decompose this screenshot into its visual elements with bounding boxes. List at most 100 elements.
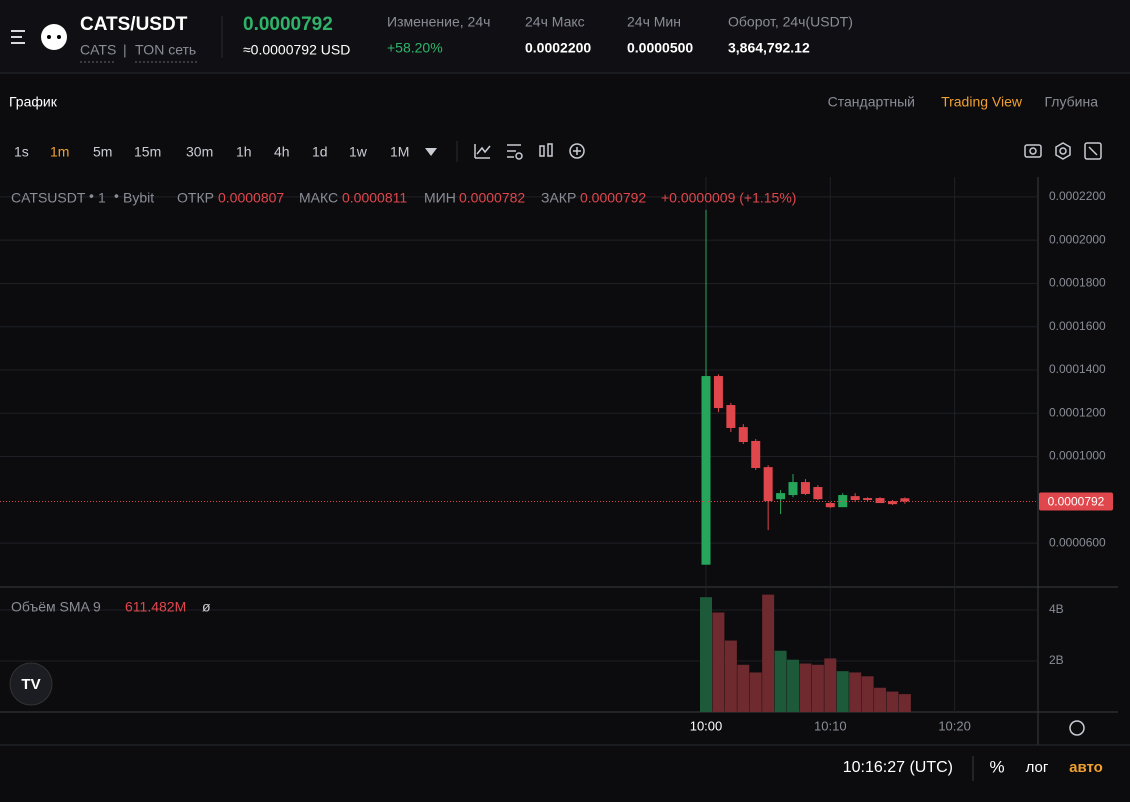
candle-body xyxy=(701,376,711,565)
svg-text:TV: TV xyxy=(21,676,40,693)
legend-change: +0.0000009 (+1.15%) xyxy=(661,190,796,206)
stat-value: +58.20% xyxy=(387,40,443,56)
y-tick-label: 0.0001600 xyxy=(1049,319,1106,333)
y-tick-label: 0.0001200 xyxy=(1049,405,1106,419)
menu-icon[interactable] xyxy=(11,30,25,44)
interval-tab[interactable]: 1s xyxy=(14,144,29,160)
volume-bar xyxy=(811,664,824,712)
legend-symbol: CATSUSDT xyxy=(11,190,86,206)
legend-low: 0.0000782 xyxy=(459,190,525,206)
interval-tab[interactable]: 4h xyxy=(274,144,290,160)
legend-open-label: ОТКР xyxy=(177,190,214,206)
volume-bar xyxy=(724,640,737,712)
candle-body xyxy=(738,427,748,443)
legend-dot: • xyxy=(89,188,94,204)
y-tick-label: 0.0001000 xyxy=(1049,449,1106,463)
volume-bar xyxy=(898,694,911,712)
last-price-tag xyxy=(1039,492,1113,511)
stat-value: 0.0002200 xyxy=(525,40,591,56)
volume-tick-label: 2B xyxy=(1049,653,1064,667)
volume-name: Объём SMA 9 xyxy=(11,599,101,615)
last-price-label: 0.0000792 xyxy=(1048,495,1105,509)
pair: CATS/USDT xyxy=(80,14,188,35)
volume-bar xyxy=(861,676,874,712)
volume-sym: ø xyxy=(202,599,211,615)
view-tab[interactable]: Trading View xyxy=(941,94,1023,110)
volume-bar xyxy=(787,659,800,712)
volume-bar xyxy=(762,594,775,712)
chart-tab[interactable]: График xyxy=(9,94,58,110)
stat-value: 0.0000500 xyxy=(627,40,693,56)
volume-bar xyxy=(886,691,899,712)
legend-exchange: Bybit xyxy=(123,190,154,206)
legend-close: 0.0000792 xyxy=(580,190,646,206)
interval-tab[interactable]: 5m xyxy=(93,144,112,160)
legend-high: 0.0000811 xyxy=(342,190,407,206)
volume-bar xyxy=(774,650,787,712)
stat-label: 24ч Макс xyxy=(525,14,585,30)
network[interactable]: TON сеть xyxy=(135,42,196,58)
log-toggle[interactable]: лог xyxy=(1026,759,1049,776)
volume-bar xyxy=(712,612,725,712)
legend-high-label: МАКС xyxy=(299,190,338,206)
stat-label: 24ч Мин xyxy=(627,14,681,30)
last-price: 0.0000792 xyxy=(243,14,333,35)
interval-tab[interactable]: 1M xyxy=(390,144,409,160)
view-tab[interactable]: Стандартный xyxy=(828,94,915,110)
candle-body xyxy=(813,487,823,500)
y-tick-label: 0.0001800 xyxy=(1049,276,1106,290)
interval-tab[interactable]: 30m xyxy=(186,144,213,160)
stat-label: Изменение, 24ч xyxy=(387,14,490,30)
volume-bar xyxy=(799,663,812,712)
candle-body xyxy=(850,496,860,501)
volume-bar xyxy=(836,671,849,712)
tv-logo[interactable]: TV xyxy=(9,662,53,706)
candle-body xyxy=(763,467,773,502)
legend-dot: • xyxy=(114,188,119,204)
x-tick-label: 10:00 xyxy=(690,718,723,733)
candle-body xyxy=(875,498,885,504)
candle-body xyxy=(776,493,786,500)
interval-tab[interactable]: 1w xyxy=(349,144,368,160)
legend-interval: 1 xyxy=(98,190,106,206)
volume-bar xyxy=(700,597,712,712)
legend-close-label: ЗАКР xyxy=(541,190,576,206)
legend-low-label: МИН xyxy=(424,190,456,206)
volume-bar xyxy=(737,664,750,712)
candle-body xyxy=(900,498,910,502)
candle-body xyxy=(863,498,873,501)
legend-open: 0.0000807 xyxy=(218,190,284,206)
settings-icon[interactable] xyxy=(1069,720,1085,736)
volume-bar xyxy=(749,672,762,712)
interval-tab[interactable]: 1m xyxy=(50,144,69,160)
y-tick-label: 0.0002000 xyxy=(1049,232,1106,246)
interval-tab[interactable]: 1h xyxy=(236,144,252,160)
volume-tick-label: 4B xyxy=(1049,602,1064,616)
candle-body xyxy=(726,405,736,428)
divider: | xyxy=(123,42,127,58)
volume-bar xyxy=(849,672,862,712)
clock: 10:16:27 (UTC) xyxy=(843,759,953,776)
header-bar xyxy=(0,0,1130,72)
y-tick-label: 0.0002200 xyxy=(1049,189,1106,203)
view-tab[interactable]: Глубина xyxy=(1045,94,1099,110)
volume-bar xyxy=(874,687,887,712)
candle-body xyxy=(825,503,835,508)
volume-sma: 611.482M xyxy=(125,599,186,615)
stat-label: Оборот, 24ч(USDT) xyxy=(728,14,853,30)
candle-body xyxy=(800,482,810,494)
interval-tab[interactable]: 15m xyxy=(134,144,161,160)
interval-tab[interactable]: 1d xyxy=(312,144,328,160)
more-intervals[interactable] xyxy=(425,148,437,156)
volume-bar xyxy=(824,658,837,712)
x-tick-label: 10:20 xyxy=(938,718,971,733)
percent-toggle[interactable]: % xyxy=(989,757,1004,776)
x-tick-label: 10:10 xyxy=(814,718,847,733)
tool-icons[interactable] xyxy=(474,142,1102,160)
y-tick-label: 0.0000600 xyxy=(1049,535,1106,549)
y-tick-label: 0.0001400 xyxy=(1049,362,1106,376)
candle-body xyxy=(713,376,723,409)
candle-body xyxy=(788,482,798,496)
candle-body xyxy=(887,501,897,505)
auto-toggle[interactable]: авто xyxy=(1069,759,1103,776)
